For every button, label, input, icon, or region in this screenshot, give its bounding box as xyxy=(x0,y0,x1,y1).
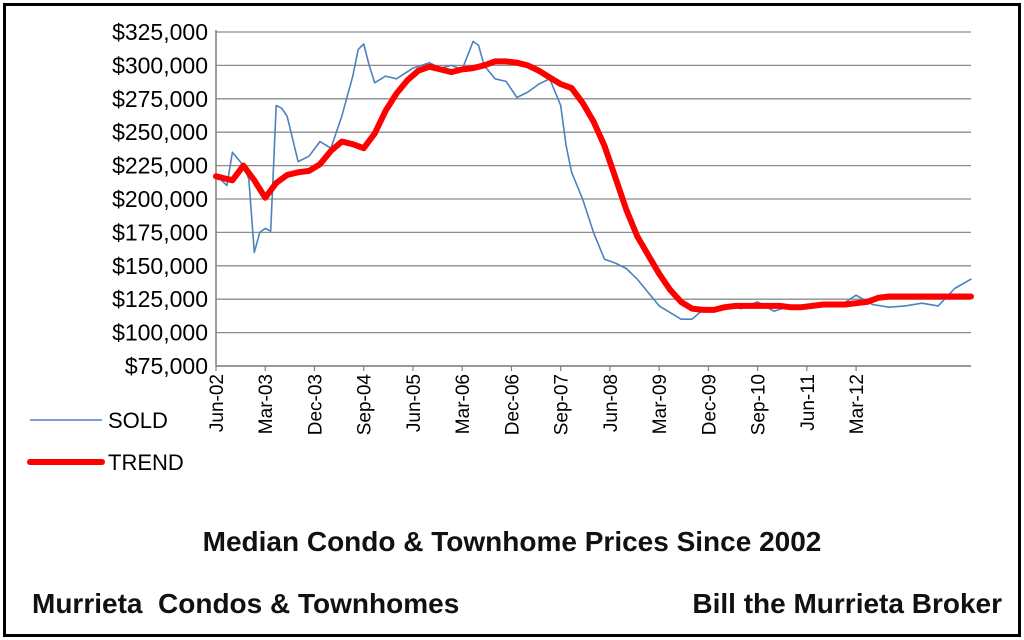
chart-title: Median Condo & Townhome Prices Since 200… xyxy=(202,526,822,557)
y-tick-label: $75,000 xyxy=(125,353,208,379)
x-tick-label: Sep-10 xyxy=(749,374,770,435)
y-tick-label: $175,000 xyxy=(112,219,208,245)
x-tick-label: Sep-04 xyxy=(355,374,376,436)
series-line-sold xyxy=(215,40,972,321)
legend-label-sold: SOLD xyxy=(108,408,168,433)
x-tick-label: Dec-06 xyxy=(502,374,523,435)
x-tick-label: Dec-09 xyxy=(699,374,720,435)
y-tick-label: $125,000 xyxy=(112,286,208,312)
legend-label-trend: TREND xyxy=(108,450,184,475)
footer-right-caption: Bill the Murrieta Broker xyxy=(692,588,1002,619)
series-line-trend xyxy=(213,58,974,313)
y-tick-label: $225,000 xyxy=(112,153,208,179)
x-tick-label: Mar-06 xyxy=(453,374,474,434)
y-tick-label: $300,000 xyxy=(112,52,208,78)
x-tick-label: Jun-11 xyxy=(798,374,819,431)
x-tick-label: Mar-03 xyxy=(256,374,277,434)
y-tick-label: $150,000 xyxy=(112,253,208,279)
x-tick-label: Jun-08 xyxy=(601,374,622,432)
x-tick-label: Jun-05 xyxy=(404,374,425,432)
footer-left-caption: Murrieta Condos & Townhomes xyxy=(32,588,460,619)
y-tick-label: $275,000 xyxy=(112,86,208,112)
y-tick-label: $325,000 xyxy=(112,19,208,45)
x-tick-label: Dec-03 xyxy=(305,374,326,435)
x-tick-label: Sep-07 xyxy=(552,374,573,435)
y-tick-label: $200,000 xyxy=(112,186,208,212)
y-tick-label: $250,000 xyxy=(112,119,208,145)
x-tick-label: Mar-09 xyxy=(650,374,671,434)
x-tick-label: Jun-02 xyxy=(207,374,228,432)
chart-frame: $75,000 $100,000 $125,000 $150,000 $175,000 $… xyxy=(3,3,1021,637)
y-tick-label: $100,000 xyxy=(112,320,208,346)
line-chart: $75,000 $100,000 $125,000 $150,000 $175,000 $… xyxy=(27,19,974,475)
x-tick-label: Mar-12 xyxy=(847,374,868,434)
